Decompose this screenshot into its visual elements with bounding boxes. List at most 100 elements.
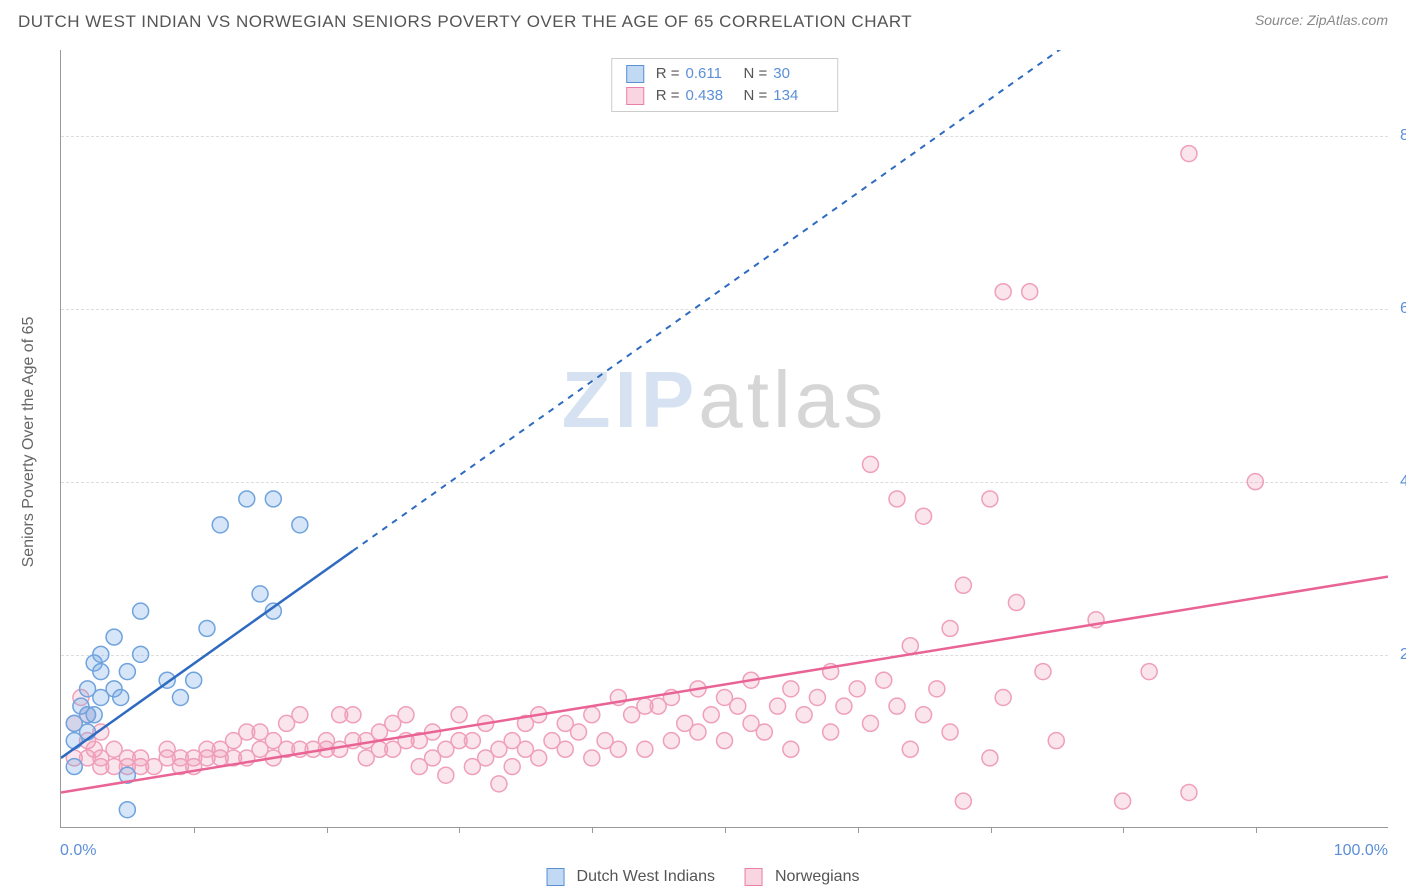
data-point [212, 517, 228, 533]
data-point [836, 698, 852, 714]
data-point [398, 707, 414, 723]
y-axis-title: Seniors Poverty Over the Age of 65 [20, 317, 38, 568]
data-point [86, 707, 102, 723]
x-tick [459, 827, 460, 833]
chart-container: Seniors Poverty Over the Age of 65 ZIPat… [0, 42, 1406, 892]
y-tick-label: 40.0% [1390, 473, 1406, 491]
x-tick [725, 827, 726, 833]
data-point [93, 646, 109, 662]
swatch-blue-icon [626, 65, 644, 83]
data-point [849, 681, 865, 697]
data-point [571, 724, 587, 740]
legend-item-pink: Norwegians [745, 868, 859, 886]
x-tick [327, 827, 328, 833]
data-point [557, 741, 573, 757]
data-point [942, 620, 958, 636]
data-point [703, 707, 719, 723]
data-point [113, 690, 129, 706]
source-attribution: Source: ZipAtlas.com [1255, 12, 1388, 28]
y-tick-label: 20.0% [1390, 646, 1406, 664]
data-point [239, 491, 255, 507]
chart-header: DUTCH WEST INDIAN VS NORWEGIAN SENIORS P… [0, 0, 1406, 40]
data-point [1048, 733, 1064, 749]
series-legend: Dutch West Indians Norwegians [547, 868, 860, 886]
data-point [265, 491, 281, 507]
data-point [1181, 784, 1197, 800]
data-point [119, 802, 135, 818]
data-point [172, 690, 188, 706]
x-tick [194, 827, 195, 833]
data-point [995, 284, 1011, 300]
data-point [783, 741, 799, 757]
data-point [1115, 793, 1131, 809]
n-label-pink: N = [744, 85, 768, 107]
r-value-pink: 0.438 [686, 85, 736, 107]
data-point [186, 672, 202, 688]
y-tick-label: 60.0% [1390, 300, 1406, 318]
data-point [464, 733, 480, 749]
n-label-blue: N = [744, 63, 768, 85]
data-point [982, 750, 998, 766]
legend-item-blue: Dutch West Indians [547, 868, 715, 886]
data-point [955, 793, 971, 809]
data-point [823, 724, 839, 740]
data-point [93, 664, 109, 680]
data-point [756, 724, 772, 740]
data-point [916, 508, 932, 524]
y-tick-label: 80.0% [1390, 127, 1406, 145]
x-tick [991, 827, 992, 833]
data-point [862, 715, 878, 731]
correlation-row-blue: R = 0.611 N = 30 [626, 63, 824, 85]
data-point [1035, 664, 1051, 680]
data-point [809, 690, 825, 706]
correlation-row-pink: R = 0.438 N = 134 [626, 85, 824, 107]
data-point [663, 733, 679, 749]
x-tick [858, 827, 859, 833]
data-point [862, 456, 878, 472]
legend-label-pink: Norwegians [775, 868, 859, 886]
data-point [717, 733, 733, 749]
data-point [345, 707, 361, 723]
legend-label-blue: Dutch West Indians [577, 868, 715, 886]
data-point [199, 620, 215, 636]
data-point [796, 707, 812, 723]
data-point [610, 741, 626, 757]
data-point [876, 672, 892, 688]
source-prefix: Source: [1255, 12, 1307, 28]
x-axis-min-label: 0.0% [60, 842, 96, 860]
data-point [889, 698, 905, 714]
data-point [730, 698, 746, 714]
swatch-blue-icon [547, 868, 565, 886]
swatch-pink-icon [745, 868, 763, 886]
data-point [637, 741, 653, 757]
data-point [106, 629, 122, 645]
data-point [133, 646, 149, 662]
data-point [770, 698, 786, 714]
data-point [902, 638, 918, 654]
data-point [252, 586, 268, 602]
data-point [783, 681, 799, 697]
correlation-legend: R = 0.611 N = 30 R = 0.438 N = 134 [611, 58, 839, 112]
data-point [133, 603, 149, 619]
x-tick [1256, 827, 1257, 833]
scatter-svg [61, 50, 1388, 827]
data-point [902, 741, 918, 757]
data-point [531, 750, 547, 766]
source-name: ZipAtlas.com [1307, 12, 1388, 28]
data-point [491, 776, 507, 792]
data-point [119, 664, 135, 680]
chart-title: DUTCH WEST INDIAN VS NORWEGIAN SENIORS P… [18, 12, 912, 32]
plot-area: ZIPatlas R = 0.611 N = 30 R = 0.438 N = … [60, 50, 1388, 828]
regression-line [61, 577, 1388, 793]
data-point [889, 491, 905, 507]
data-point [1008, 595, 1024, 611]
data-point [292, 517, 308, 533]
r-label-blue: R = [656, 63, 680, 85]
data-point [292, 707, 308, 723]
data-point [438, 767, 454, 783]
data-point [584, 707, 600, 723]
data-point [690, 724, 706, 740]
x-tick [592, 827, 593, 833]
data-point [982, 491, 998, 507]
data-point [1181, 146, 1197, 162]
